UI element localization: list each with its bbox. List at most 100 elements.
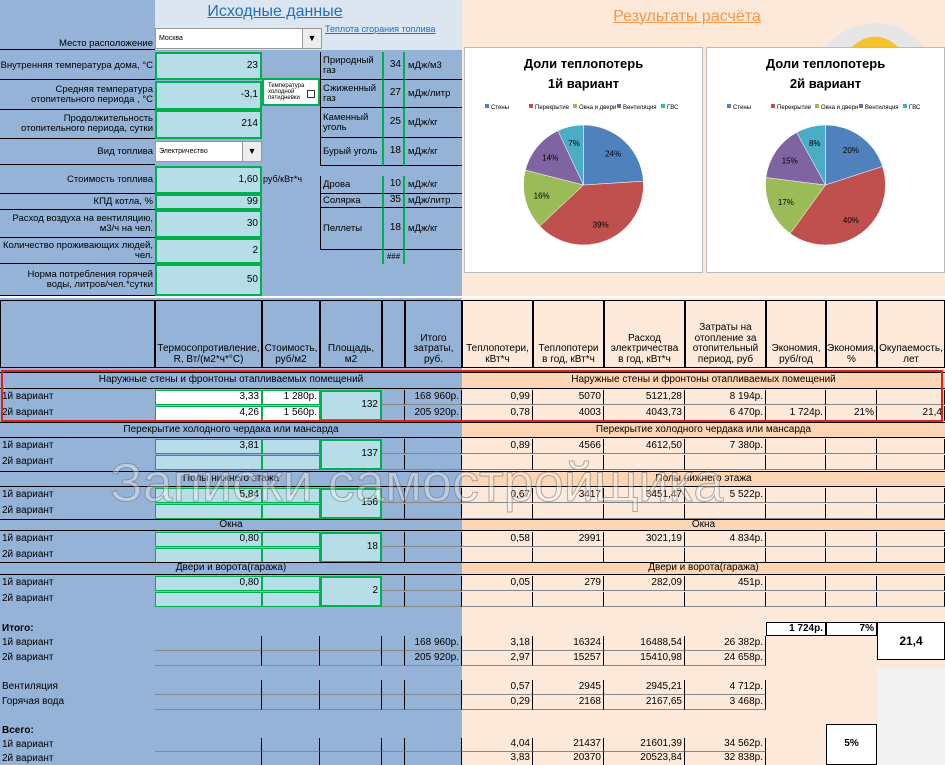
cell — [405, 680, 462, 695]
row-label: 2й вариант — [2, 752, 54, 764]
cell — [262, 680, 320, 695]
column-header: Итого затраты, руб. — [405, 300, 462, 368]
fuel-unit: мДж/литр — [405, 194, 462, 208]
area-cell: 2 — [320, 576, 382, 607]
cell: 3,83 — [462, 752, 533, 765]
column-header: Стоимость, руб/м2 — [262, 300, 320, 368]
cell — [826, 532, 877, 547]
right-title: Результаты расчёта — [613, 7, 761, 25]
legend-swatch — [529, 104, 533, 108]
cell: 2945,21 — [604, 680, 685, 695]
legend-swatch — [903, 104, 907, 108]
grand-label: Всего: — [2, 724, 34, 736]
slice-label: 16% — [534, 192, 550, 201]
area-cell: 18 — [320, 532, 382, 563]
slice-label: 15% — [782, 157, 798, 166]
cell — [766, 439, 826, 454]
cell — [877, 592, 945, 607]
row-label: 2й вариант — [2, 505, 54, 517]
cell: 279 — [533, 576, 604, 591]
totals-label: Итого: — [2, 622, 34, 634]
column-header: Теплопотери в год, кВт*ч — [533, 300, 604, 368]
input-value: 1,60 — [155, 166, 262, 194]
fuel-name: Пеллеты — [320, 208, 382, 250]
row-label: 1й вариант — [2, 440, 54, 452]
slice-label: 14% — [542, 153, 558, 162]
cell: 5 522р. — [685, 488, 766, 503]
legend-swatch — [859, 104, 863, 108]
cell — [320, 738, 382, 752]
cell — [877, 488, 945, 503]
column-header: Площадь, м2 — [320, 300, 382, 368]
cell: 32 838р. — [685, 752, 766, 765]
cell — [382, 651, 405, 666]
cell — [382, 504, 405, 519]
input-cell — [262, 455, 320, 470]
cell: 0,58 — [462, 532, 533, 547]
cell — [685, 548, 766, 563]
chart-subtitle: 2й вариант — [790, 76, 861, 91]
left-title: Исходные данные — [207, 2, 343, 20]
cell — [604, 592, 685, 607]
fuel-value: 27 — [382, 80, 405, 108]
cell: 3,18 — [462, 636, 533, 651]
row-label: 1й вариант — [2, 577, 54, 589]
input-cell — [262, 532, 320, 547]
cell — [382, 455, 405, 470]
column-header: Экономия, руб/год — [766, 300, 826, 368]
cell — [604, 504, 685, 519]
cell — [766, 592, 826, 607]
cell — [262, 636, 320, 651]
row-label: 1й вариант — [2, 738, 54, 750]
pie-slice — [523, 169, 585, 227]
dropdown-arrow: ▼ — [242, 142, 261, 161]
section-title: Наружные стены и фронтоны отапливаемых п… — [462, 372, 945, 389]
row-label: 1й вариант — [2, 489, 54, 501]
legend-label: Вентиляция — [623, 105, 657, 111]
legend-swatch — [661, 104, 665, 108]
cell — [382, 439, 405, 454]
cell: 0,29 — [462, 695, 533, 710]
cell — [462, 455, 533, 470]
row-label: 2й вариант — [2, 407, 54, 419]
slice-label: 17% — [778, 198, 794, 207]
input-unit: руб/кВт*ч — [263, 174, 303, 185]
cell — [826, 592, 877, 607]
cell — [826, 455, 877, 470]
input-label: Средняя температура отопительного период… — [0, 81, 155, 110]
row-label: 2й вариант — [2, 593, 54, 605]
cell — [262, 651, 320, 666]
row-label: 1й вариант — [2, 637, 54, 649]
cell — [405, 752, 462, 765]
legend-label: ГВС — [909, 105, 921, 111]
input-cell — [262, 439, 320, 454]
pie-slice — [583, 124, 644, 186]
cell — [382, 752, 405, 765]
cell: 4 712р. — [685, 680, 766, 695]
cell — [826, 488, 877, 503]
row-label: Вентиляция — [2, 681, 58, 693]
cell — [877, 504, 945, 519]
cell: 3021,19 — [604, 532, 685, 547]
input-label: Вид топлива — [0, 140, 155, 165]
cell: 0,89 — [462, 439, 533, 454]
cell: 5121,28 — [604, 390, 685, 405]
cell: 20523,84 — [604, 752, 685, 765]
pie-slice — [825, 124, 883, 186]
cell: 2168 — [533, 695, 604, 710]
pie-slice — [765, 177, 826, 234]
cell — [320, 680, 382, 695]
chart-subtitle: 1й вариант — [548, 76, 619, 91]
cell — [405, 455, 462, 470]
cell — [533, 548, 604, 563]
totals-payback: 21,4 — [877, 622, 945, 660]
cell — [604, 455, 685, 470]
cell: 0,05 — [462, 576, 533, 591]
cell — [382, 488, 405, 503]
cell: 34 562р. — [685, 738, 766, 752]
fuel-heat-link: Теплота сгорания топлива — [325, 24, 436, 35]
cell — [405, 592, 462, 607]
cell: 3417 — [533, 488, 604, 503]
input-cell: 3,33 — [155, 390, 262, 405]
